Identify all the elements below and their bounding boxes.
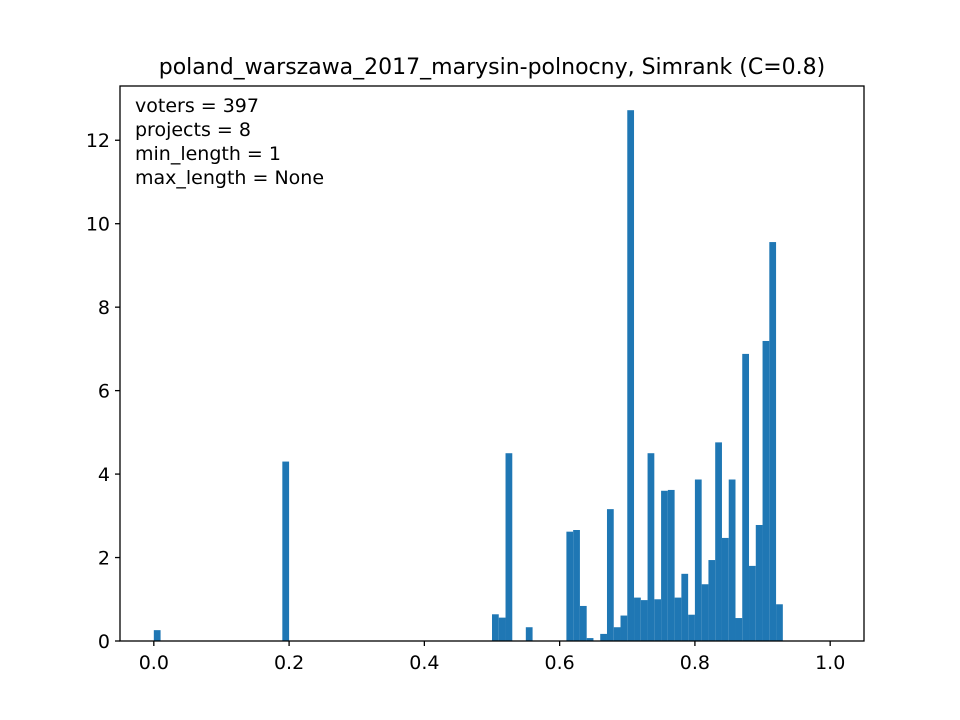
plot-frame — [119, 85, 865, 642]
y-tick-label: 0 — [98, 631, 110, 653]
histogram-bar — [627, 110, 635, 641]
x-tick-label: 0.0 — [139, 652, 169, 674]
y-tick-label: 6 — [98, 381, 110, 403]
x-tick-label: 0.4 — [409, 652, 439, 674]
x-axis: 0.0 0.2 0.4 0.6 0.8 1.0 — [139, 641, 845, 674]
y-tick-label: 8 — [98, 297, 110, 319]
chart-title: poland_warszawa_2017_marysin-polnocny, S… — [159, 55, 825, 80]
histogram-bar — [776, 604, 783, 641]
histogram-bar — [498, 617, 506, 641]
histogram-bar — [667, 489, 675, 641]
histogram-bar — [525, 627, 533, 641]
histogram-bar — [492, 614, 499, 641]
histogram-bar — [708, 560, 716, 641]
x-tick-label: 1.0 — [815, 652, 845, 674]
histogram-bar — [674, 597, 682, 641]
histogram-bar — [573, 530, 580, 641]
annotation-line: voters = 397 — [135, 95, 259, 117]
annotation-line: min_length = 1 — [135, 143, 281, 165]
histogram-bar — [694, 479, 702, 641]
histogram-bar — [654, 599, 662, 641]
histogram-bar — [762, 340, 770, 641]
histogram-bar — [634, 597, 641, 641]
y-tick-label: 10 — [86, 214, 110, 236]
x-tick-label: 0.8 — [680, 652, 710, 674]
histogram-bar — [715, 442, 722, 641]
annotation-line: projects = 8 — [135, 119, 251, 141]
x-tick-label: 0.2 — [274, 652, 304, 674]
y-tick-label: 12 — [86, 130, 110, 152]
histogram-bar — [579, 605, 587, 641]
histogram-bar — [755, 524, 763, 641]
bars-group — [153, 110, 783, 641]
histogram-bar — [688, 614, 695, 641]
histogram-bar — [282, 461, 290, 641]
histogram-bar — [640, 600, 648, 641]
histogram-bar — [586, 638, 594, 641]
y-tick-label: 2 — [98, 548, 110, 570]
histogram-bar — [728, 479, 736, 641]
histogram-bar — [613, 627, 621, 641]
y-axis: 0 2 4 6 8 10 12 — [86, 130, 120, 653]
x-tick-label: 0.6 — [545, 652, 575, 674]
histogram-bar — [153, 630, 161, 641]
histogram-bar — [566, 531, 574, 641]
histogram-bar — [505, 453, 513, 641]
histogram-bar — [600, 633, 607, 641]
y-tick-label: 4 — [98, 464, 110, 486]
histogram-bar — [769, 242, 777, 641]
histogram-bar — [742, 353, 750, 641]
histogram-bar — [661, 490, 668, 641]
histogram-bar — [735, 618, 743, 641]
annotation-line: max_length = None — [135, 167, 324, 189]
histogram-bar — [681, 573, 689, 641]
histogram-bar — [620, 615, 628, 641]
histogram-bar — [749, 565, 756, 641]
histogram-bar — [701, 584, 709, 641]
histogram-bar — [647, 453, 655, 641]
histogram-bar — [606, 509, 614, 641]
histogram-bar — [721, 537, 729, 641]
